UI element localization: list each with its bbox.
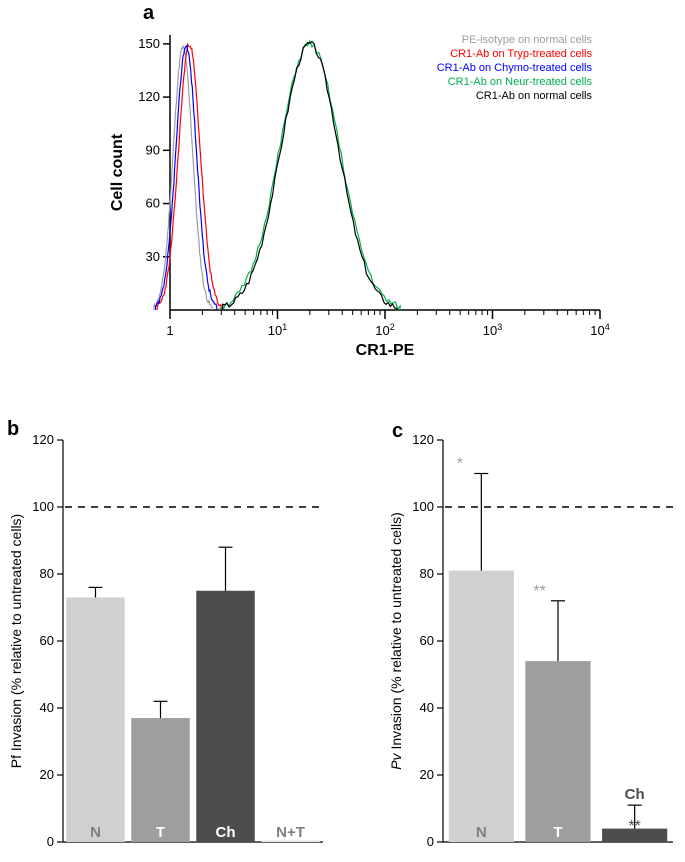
svg-text:Pf Invasion (% relative to unt: Pf Invasion (% relative to untreated cel…	[8, 514, 24, 768]
svg-text:**: **	[533, 583, 545, 600]
svg-text:0: 0	[427, 834, 434, 849]
svg-text:N: N	[476, 824, 487, 841]
svg-text:60: 60	[420, 633, 434, 648]
svg-text:103: 103	[483, 322, 502, 338]
svg-text:102: 102	[375, 322, 394, 338]
svg-text:0: 0	[47, 834, 54, 849]
chart-c: 0 20 40 60 80 100 120 N * T ** Ch ** Pv Invasion (% r…	[385, 430, 685, 860]
svg-text:N+T: N+T	[276, 824, 305, 841]
svg-text:100: 100	[32, 499, 54, 514]
svg-text:20: 20	[40, 767, 54, 782]
svg-text:101: 101	[268, 322, 287, 338]
svg-text:CR1-Ab on Tryp-treated cells: CR1-Ab on Tryp-treated cells	[450, 48, 592, 60]
svg-text:PE-isotype on normal cells: PE-isotype on normal cells	[462, 34, 593, 46]
svg-text:60: 60	[40, 633, 54, 648]
chart-b: 0 20 40 60 80 100 120 N T Ch N+T Pf Invasion (% rel…	[5, 430, 335, 860]
svg-text:Ch: Ch	[216, 824, 236, 841]
svg-text:Cell count: Cell count	[109, 133, 126, 211]
svg-text:150: 150	[138, 36, 160, 51]
svg-text:Ch: Ch	[625, 786, 645, 803]
svg-text:104: 104	[590, 322, 609, 338]
svg-text:40: 40	[420, 700, 434, 715]
svg-text:CR1-Ab on normal cells: CR1-Ab on normal cells	[476, 90, 593, 102]
svg-text:N: N	[90, 824, 101, 841]
svg-text:30: 30	[146, 249, 160, 264]
chart-a: 1 101 102 103 104 30 60 90 120 150 CR1-PE Cell coun…	[100, 10, 620, 365]
svg-text:120: 120	[412, 432, 434, 447]
svg-text:CR1-Ab on Chymo-treated cells: CR1-Ab on Chymo-treated cells	[437, 62, 593, 74]
svg-text:*: *	[457, 456, 463, 473]
svg-text:60: 60	[146, 196, 160, 211]
svg-text:CR1-Ab on Neur-treated cells: CR1-Ab on Neur-treated cells	[448, 76, 593, 88]
svg-text:80: 80	[420, 566, 434, 581]
svg-text:T: T	[553, 824, 562, 841]
svg-text:120: 120	[138, 89, 160, 104]
svg-text:40: 40	[40, 700, 54, 715]
svg-text:CR1-PE: CR1-PE	[356, 342, 415, 359]
svg-text:20: 20	[420, 767, 434, 782]
svg-text:80: 80	[40, 566, 54, 581]
svg-text:**: **	[628, 818, 640, 835]
svg-text:90: 90	[146, 142, 160, 157]
svg-text:Pv Invasion (% relative to unt: Pv Invasion (% relative to untreated cel…	[388, 512, 404, 770]
svg-text:120: 120	[32, 432, 54, 447]
svg-text:100: 100	[412, 499, 434, 514]
svg-text:T: T	[156, 824, 165, 841]
svg-text:1: 1	[166, 323, 173, 338]
